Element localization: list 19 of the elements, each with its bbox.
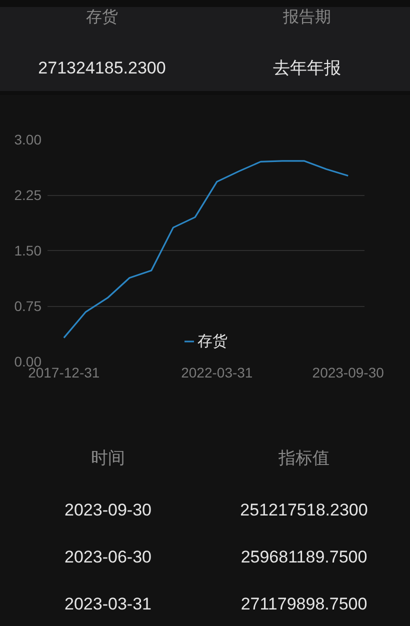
text: 2023-09-30 bbox=[64, 500, 152, 520]
text: 存货 bbox=[86, 9, 118, 26]
text: 271179898.7500 bbox=[240, 594, 368, 614]
text: 259681189.7500 bbox=[240, 548, 368, 566]
y-tick-label: 0.75 bbox=[14, 298, 42, 314]
y-tick-label: 3.00 bbox=[14, 132, 42, 148]
text: 指标值 bbox=[278, 448, 330, 468]
legend-label: 存货 bbox=[198, 332, 228, 350]
text: 时间 bbox=[91, 448, 125, 468]
y-tick-label: 1.50 bbox=[14, 242, 42, 258]
text: 报告期 bbox=[283, 9, 331, 26]
text: 去年年报 bbox=[273, 58, 341, 78]
text: 2023-03-31 bbox=[64, 594, 152, 614]
y-tick-label: 2.25 bbox=[14, 187, 42, 203]
text: 251217518.2300 bbox=[240, 500, 368, 520]
x-tick-label: 2023-09-30 bbox=[312, 364, 384, 380]
text: 271324185.2300 bbox=[38, 58, 166, 78]
text: 2023-06-30 bbox=[64, 548, 152, 566]
x-tick-label: 2022-03-31 bbox=[181, 364, 253, 380]
